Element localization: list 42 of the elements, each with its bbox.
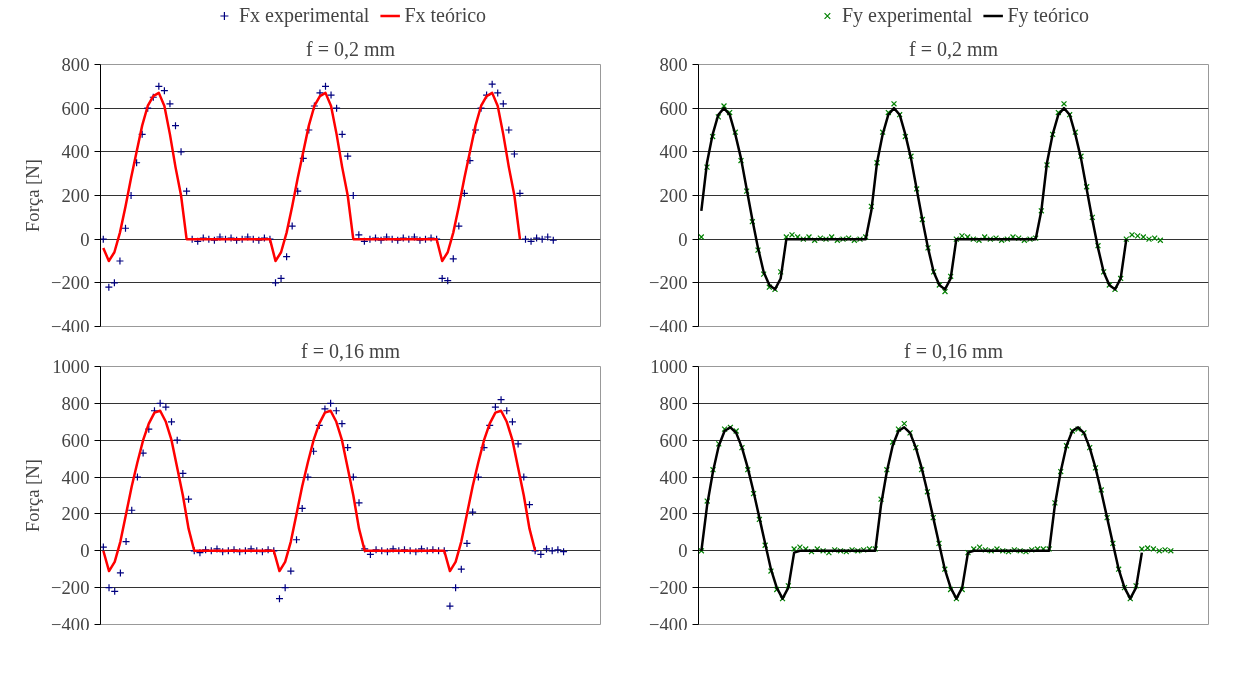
y-tick-label: 1000 <box>52 356 90 377</box>
y-tick-label: −400 <box>648 613 688 635</box>
y-tick-label: 400 <box>61 466 90 488</box>
line-series <box>102 409 537 573</box>
y-tick-label: 0 <box>80 540 90 562</box>
legend-label: Fy teórico <box>1007 3 1090 27</box>
y-tick-label: 200 <box>61 503 90 525</box>
line-series <box>102 91 522 263</box>
y-tick-label: 200 <box>61 185 90 206</box>
y-tick-label: 400 <box>659 141 688 163</box>
chart-title: f = 0,2 mm <box>908 37 999 60</box>
legend-label: Fx teórico <box>404 3 487 27</box>
y-axis-title: Força [N] <box>21 158 43 233</box>
y-tick-label: −400 <box>50 315 90 337</box>
y-tick-label: 600 <box>659 97 688 119</box>
y-tick-label: −400 <box>50 613 90 635</box>
legend-label: Fy experimental <box>841 3 973 27</box>
y-tick-label: −200 <box>648 577 688 599</box>
y-tick-label: 200 <box>659 503 688 525</box>
y-tick-label: 600 <box>61 97 90 119</box>
chart-title: f = 0,16 mm <box>300 339 401 362</box>
y-tick-label: −400 <box>648 315 688 337</box>
y-tick-label: 800 <box>61 392 90 414</box>
y-tick-label: 1000 <box>650 356 688 377</box>
chart-title: f = 0,2 mm <box>305 37 396 60</box>
y-tick-label: 0 <box>678 228 688 250</box>
y-tick-label: 400 <box>61 141 90 163</box>
y-tick-label: 0 <box>678 540 688 562</box>
y-tick-label: 200 <box>659 185 688 206</box>
legend-label: Fx experimental <box>238 3 370 27</box>
y-tick-label: 0 <box>80 228 90 250</box>
y-tick-label: 800 <box>659 54 688 75</box>
y-tick-label: 400 <box>659 466 688 488</box>
y-tick-label: −200 <box>648 272 688 294</box>
y-tick-label: 600 <box>61 429 90 451</box>
chart-title: f = 0,16 mm <box>903 339 1004 362</box>
y-tick-label: −200 <box>50 577 90 599</box>
y-axis-title: Força [N] <box>21 458 43 533</box>
y-tick-label: 600 <box>659 429 688 451</box>
y-tick-label: −200 <box>50 272 90 294</box>
y-tick-label: 800 <box>61 54 90 75</box>
y-tick-label: 800 <box>659 392 688 414</box>
